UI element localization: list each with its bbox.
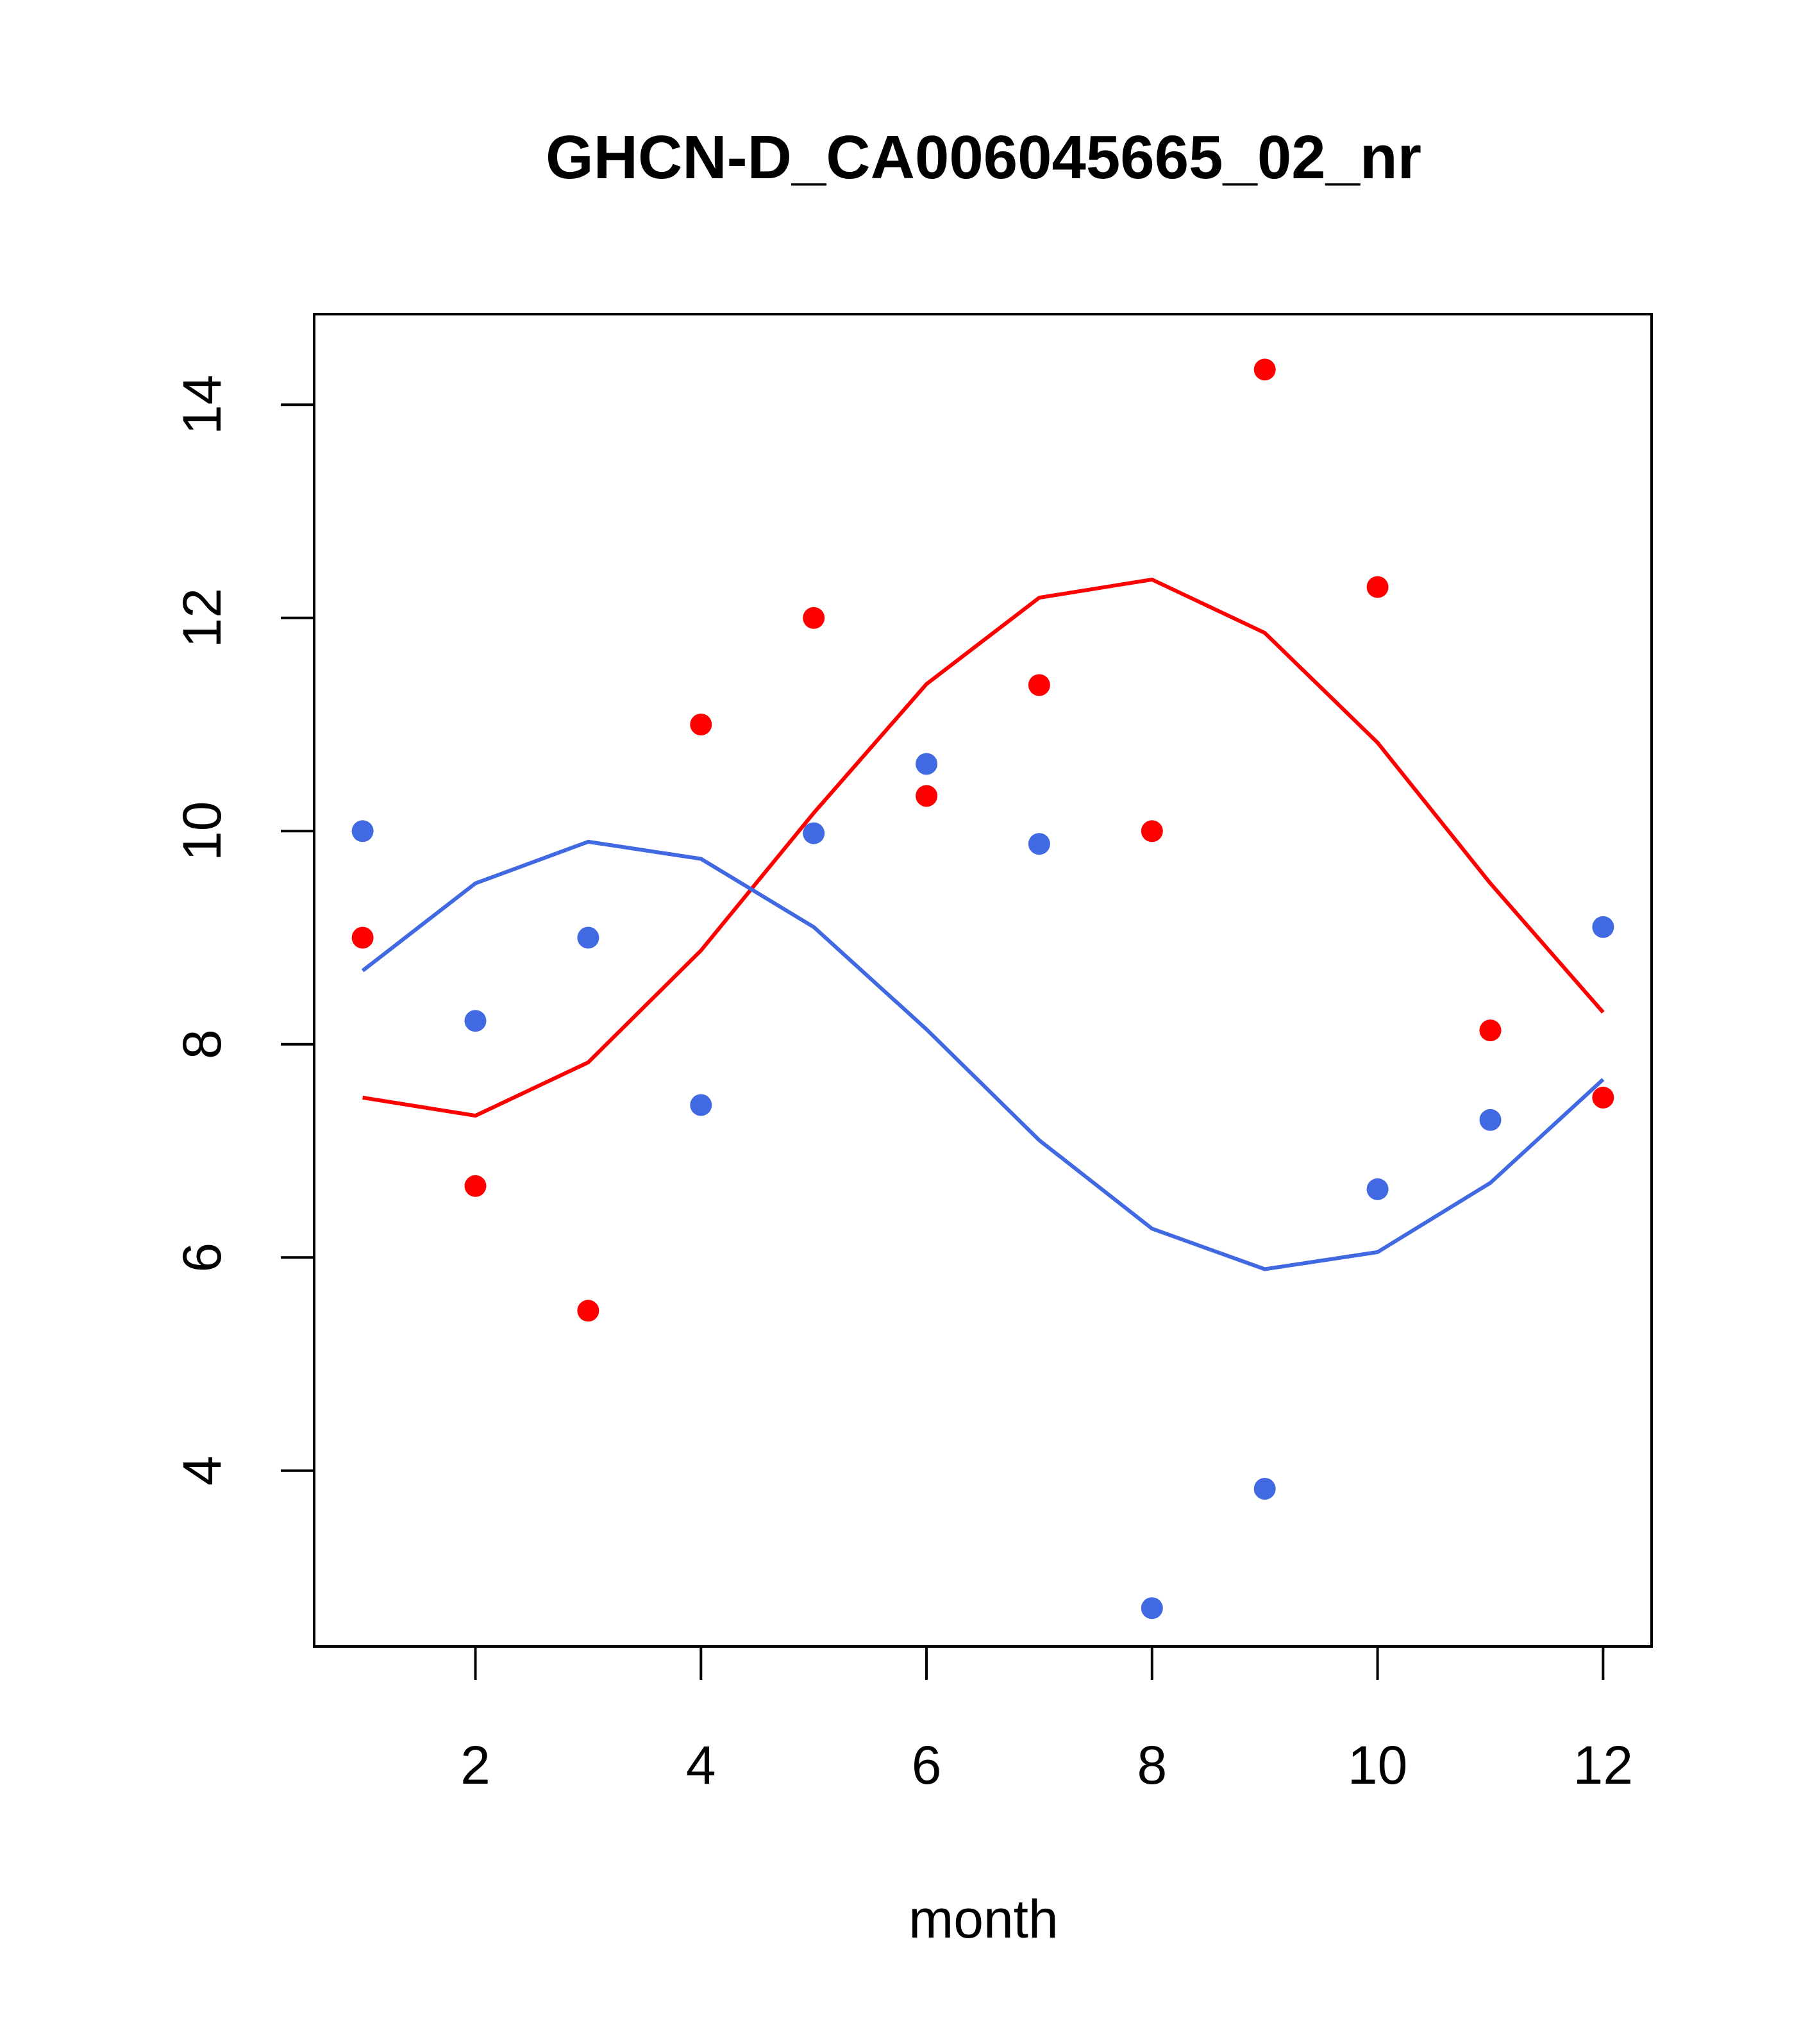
series-2-point bbox=[1366, 1178, 1389, 1200]
series-1-point bbox=[464, 1175, 487, 1197]
x-tick-label: 4 bbox=[686, 1735, 716, 1795]
x-tick-label: 2 bbox=[460, 1735, 490, 1795]
y-axis: 4 6 8 10 12 14 bbox=[172, 375, 314, 1486]
y-tick-label: 14 bbox=[172, 375, 232, 435]
series-1-point bbox=[690, 714, 712, 735]
series-1-point bbox=[1253, 358, 1276, 381]
x-tick-label: 10 bbox=[1348, 1735, 1407, 1795]
series-2-point bbox=[1479, 1109, 1502, 1131]
series-1-point bbox=[351, 926, 374, 949]
series-2-point bbox=[1592, 916, 1614, 938]
series-2-point bbox=[916, 753, 938, 775]
x-tick-label: 6 bbox=[912, 1735, 942, 1795]
series-2-point bbox=[1028, 833, 1050, 855]
series-2-point bbox=[1253, 1478, 1276, 1500]
x-axis-label: month bbox=[908, 1889, 1058, 1949]
series-2-line bbox=[361, 839, 1605, 1271]
series-1-point bbox=[577, 1300, 599, 1322]
series-2-point bbox=[1141, 1597, 1163, 1620]
x-tick-label: 12 bbox=[1573, 1735, 1633, 1795]
y-tick-label: 6 bbox=[172, 1243, 232, 1273]
series-1-point bbox=[1479, 1019, 1502, 1042]
series-1-point bbox=[1141, 820, 1163, 842]
x-tick-label: 8 bbox=[1137, 1735, 1167, 1795]
series-1-line bbox=[362, 577, 1605, 1118]
series-1-point bbox=[1592, 1086, 1614, 1109]
plot-area bbox=[351, 358, 1614, 1620]
series-1-point bbox=[1028, 674, 1050, 696]
plot-frame bbox=[313, 313, 1653, 1648]
series-1-point bbox=[1366, 576, 1389, 598]
series-1-point bbox=[916, 785, 938, 807]
series-2-point bbox=[351, 820, 374, 842]
series-2-point bbox=[577, 926, 599, 949]
series-2-point bbox=[464, 1010, 487, 1032]
chart-title: GHCN-D_CA006045665_02_nr bbox=[546, 123, 1421, 192]
series-2-point bbox=[803, 822, 825, 844]
y-tick-label: 12 bbox=[172, 588, 232, 648]
series-2-point bbox=[690, 1094, 712, 1116]
y-tick-label: 10 bbox=[172, 801, 232, 861]
x-axis: 2 4 6 8 10 12 bbox=[460, 1646, 1633, 1795]
y-tick-label: 4 bbox=[172, 1455, 232, 1486]
series-1-point bbox=[803, 607, 825, 629]
y-tick-label: 8 bbox=[172, 1029, 232, 1059]
